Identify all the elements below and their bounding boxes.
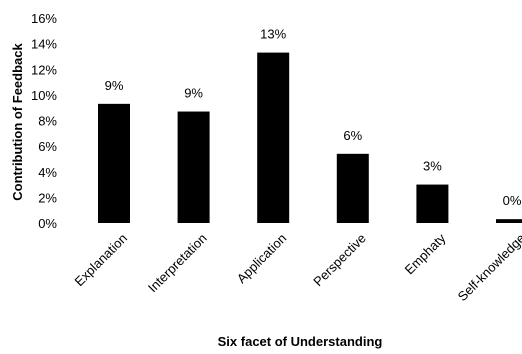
y-tick-label: 16% — [31, 11, 57, 26]
bar-emphaty — [416, 184, 449, 223]
x-axis-ticks: Explanation Interpretation Application Pers… — [71, 230, 522, 304]
x-tick-label: Explanation — [71, 231, 130, 290]
y-tick-label: 14% — [31, 37, 57, 52]
y-axis-title: Contribution of Feedback — [10, 43, 25, 201]
x-tick-label: Emphaty — [402, 230, 449, 277]
bar-interpretation — [177, 111, 210, 223]
data-label: 3% — [423, 159, 442, 174]
bar-perspective — [336, 153, 369, 223]
bar-explanation — [98, 103, 130, 223]
y-tick-label: 12% — [31, 62, 57, 77]
x-tick-label: Self-knowledge — [455, 231, 522, 304]
x-tick-label: Interpretation — [145, 231, 210, 296]
x-tick-label: Application — [234, 231, 290, 287]
data-label: 6% — [343, 128, 362, 143]
data-label: 9% — [105, 78, 124, 93]
bar-application — [257, 52, 290, 223]
y-tick-label: 2% — [38, 190, 57, 205]
data-labels: 9% 9% 13% 6% 3% 0% — [105, 27, 522, 209]
y-axis-ticks: 0% 2% 4% 6% 8% 10% 12% 14% 16% — [31, 11, 57, 231]
x-axis-title: Six facet of Understanding — [218, 334, 383, 349]
y-tick-label: 6% — [38, 139, 57, 154]
x-tick-label: Perspective — [310, 231, 369, 290]
y-tick-label: 10% — [31, 88, 57, 103]
data-label: 9% — [184, 86, 203, 101]
bar-self-knowledge — [496, 219, 522, 223]
data-label: 0% — [503, 193, 522, 208]
y-tick-label: 0% — [38, 216, 57, 231]
data-label: 13% — [260, 27, 286, 42]
y-tick-label: 8% — [38, 114, 57, 129]
y-tick-label: 4% — [38, 165, 57, 180]
bars — [98, 52, 522, 223]
